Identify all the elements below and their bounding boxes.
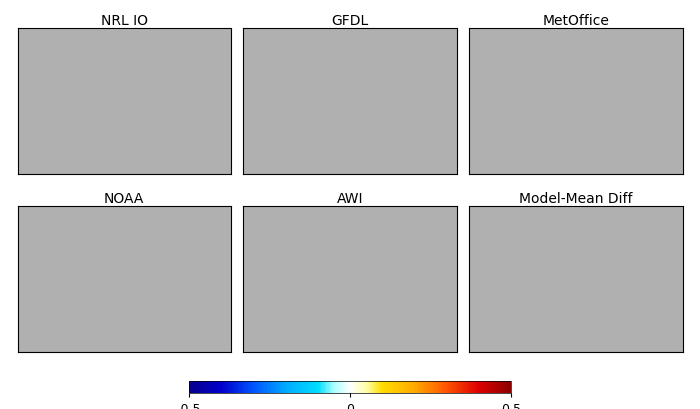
Title: AWI: AWI bbox=[337, 191, 363, 205]
Title: MetOffice: MetOffice bbox=[542, 13, 610, 27]
Title: NRL IO: NRL IO bbox=[101, 13, 148, 27]
Title: NOAA: NOAA bbox=[104, 191, 144, 205]
Title: GFDL: GFDL bbox=[331, 13, 369, 27]
Title: Model-Mean Diff: Model-Mean Diff bbox=[519, 191, 633, 205]
